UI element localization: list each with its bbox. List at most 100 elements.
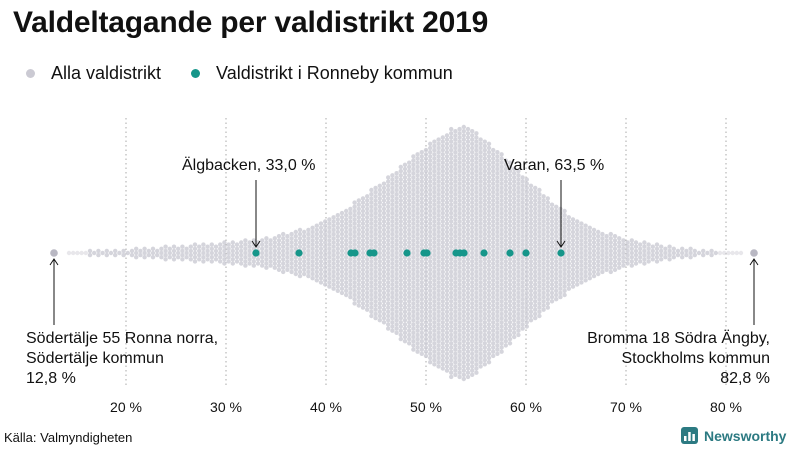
district-point (465, 219, 471, 224)
district-point (570, 221, 576, 226)
district-point (524, 236, 529, 241)
district-point (524, 273, 529, 279)
district-point (423, 286, 429, 291)
district-point (507, 185, 513, 191)
district-point (465, 168, 471, 174)
district-point (528, 213, 534, 218)
district-point (470, 368, 475, 373)
district-point (503, 217, 508, 222)
district-point (482, 156, 487, 161)
district-point (444, 280, 450, 285)
district-point (428, 175, 433, 180)
district-point (373, 290, 378, 296)
district-point (369, 192, 374, 197)
district-point (482, 181, 487, 186)
district-point (415, 265, 420, 270)
district-point (415, 294, 420, 300)
district-point (516, 299, 521, 304)
district-point (692, 252, 697, 258)
district-point (302, 242, 307, 247)
district-point (675, 248, 681, 254)
district-point (453, 259, 458, 264)
district-point (432, 332, 437, 338)
district-point (423, 160, 429, 165)
district-point (486, 196, 492, 201)
district-point (520, 297, 525, 302)
district-point (344, 271, 349, 277)
district-point (545, 238, 550, 243)
district-point (537, 267, 542, 272)
district-point (432, 248, 437, 254)
district-point (377, 221, 382, 226)
district-point (314, 265, 319, 270)
district-point (524, 194, 529, 199)
brand-logo[interactable]: Newsworthy (681, 427, 786, 444)
district-point (415, 173, 420, 178)
district-point (570, 242, 576, 247)
district-point (423, 311, 429, 317)
district-point (465, 156, 471, 161)
district-point (318, 221, 324, 226)
district-point (646, 242, 651, 247)
district-point (503, 204, 508, 209)
district-point (461, 263, 466, 268)
district-point (470, 297, 475, 302)
district-point (512, 175, 517, 180)
district-point (709, 248, 714, 254)
district-point (432, 168, 437, 174)
district-point (243, 238, 248, 243)
district-point (457, 131, 462, 136)
district-point (486, 297, 492, 302)
district-point (675, 252, 681, 258)
district-point (549, 219, 555, 224)
district-point (457, 261, 462, 266)
district-point (512, 280, 517, 285)
district-point (470, 288, 475, 293)
district-point (230, 261, 235, 266)
district-point (276, 234, 282, 239)
district-point (444, 292, 450, 298)
district-point (415, 341, 420, 346)
district-point (92, 250, 97, 256)
district-point (289, 248, 294, 254)
district-point (285, 250, 290, 256)
district-point (533, 194, 538, 199)
district-point (524, 320, 529, 325)
district-point (344, 280, 349, 285)
district-point (440, 336, 445, 342)
district-point (171, 257, 177, 262)
district-point (461, 225, 466, 230)
district-point (339, 240, 345, 245)
district-point (331, 265, 336, 270)
district-point (537, 292, 542, 298)
district-point (486, 238, 492, 243)
district-point (503, 326, 508, 331)
district-point (491, 265, 496, 270)
district-point (444, 192, 450, 197)
district-point (386, 255, 391, 260)
district-point (562, 208, 567, 214)
district-point (344, 221, 349, 226)
district-point (478, 175, 483, 180)
district-point (461, 129, 466, 134)
district-point (541, 215, 546, 220)
district-point (533, 315, 538, 321)
district-point (549, 223, 555, 228)
district-point (411, 154, 416, 159)
district-point (428, 355, 433, 361)
district-point (499, 332, 504, 338)
district-point (335, 267, 340, 272)
district-point (419, 301, 424, 306)
district-point (302, 246, 307, 251)
district-point (188, 244, 193, 249)
district-point (453, 229, 458, 235)
district-point (533, 307, 538, 312)
district-point (495, 225, 500, 230)
district-point (449, 173, 454, 178)
district-point (575, 231, 580, 237)
district-point (440, 223, 445, 228)
district-point (512, 309, 517, 314)
district-point (419, 347, 424, 352)
district-point (432, 362, 437, 367)
district-point (360, 292, 366, 298)
